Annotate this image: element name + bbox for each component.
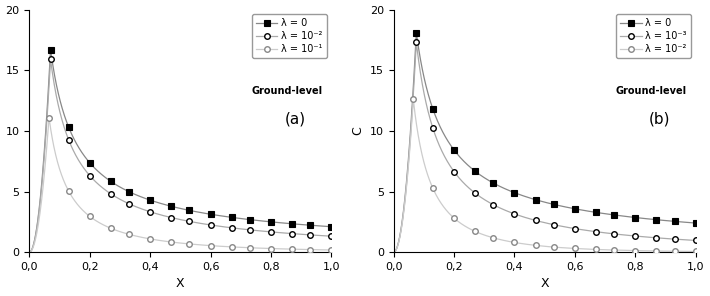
- Text: Ground-level: Ground-level: [616, 86, 687, 96]
- Text: Ground-level: Ground-level: [251, 86, 322, 96]
- X-axis label: X: X: [540, 277, 549, 290]
- Legend: λ = 0, λ = 10⁻², λ = 10⁻¹: λ = 0, λ = 10⁻², λ = 10⁻¹: [252, 15, 327, 58]
- X-axis label: X: X: [176, 277, 185, 290]
- Legend: λ = 0, λ = 10⁻³, λ = 10⁻²: λ = 0, λ = 10⁻³, λ = 10⁻²: [616, 15, 691, 58]
- Y-axis label: C: C: [351, 126, 364, 135]
- Text: (b): (b): [649, 112, 670, 126]
- Text: (a): (a): [285, 112, 306, 126]
